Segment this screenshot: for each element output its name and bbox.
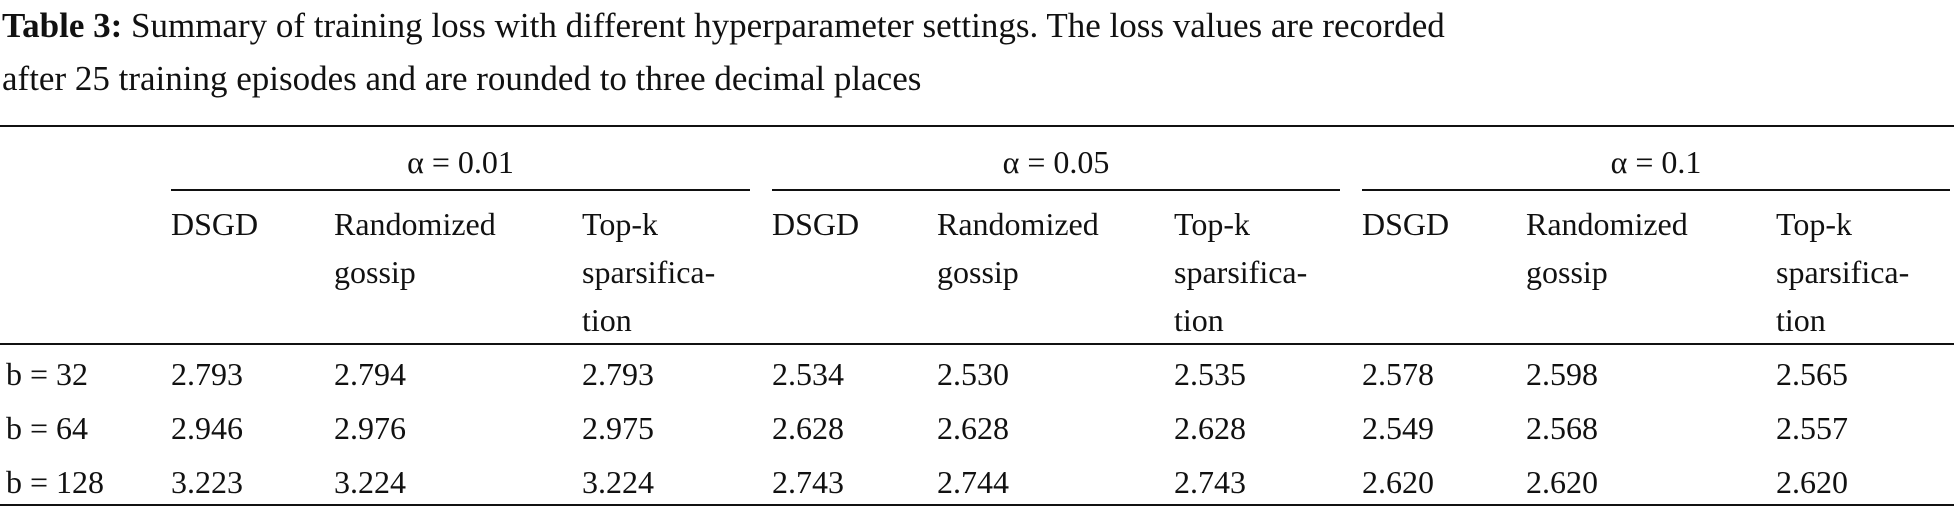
cell: 2.975 bbox=[582, 410, 654, 446]
column-header: gossip bbox=[334, 254, 416, 290]
column-header: tion bbox=[1776, 302, 1826, 338]
column-header: DSGD bbox=[1362, 206, 1450, 242]
cell: 2.534 bbox=[772, 356, 844, 392]
column-header: Randomized bbox=[334, 206, 496, 242]
mid-rule bbox=[0, 343, 1954, 345]
cell: 2.793 bbox=[582, 356, 654, 392]
cell: 2.565 bbox=[1776, 356, 1848, 392]
column-header: Randomized bbox=[937, 206, 1099, 242]
caption-label: Table 3: bbox=[2, 6, 123, 45]
cell: 2.793 bbox=[171, 356, 243, 392]
caption-line-2: after 25 training episodes and are round… bbox=[2, 59, 922, 98]
column-header: Randomized bbox=[1526, 206, 1688, 242]
column-header: tion bbox=[582, 302, 632, 338]
column-header: DSGD bbox=[772, 206, 860, 242]
cell: 2.946 bbox=[171, 410, 243, 446]
cell: 2.628 bbox=[1174, 410, 1246, 446]
group-header: α = 0.05 bbox=[1002, 144, 1110, 180]
cell: 3.223 bbox=[171, 464, 243, 500]
cell: 2.535 bbox=[1174, 356, 1246, 392]
cell: 2.976 bbox=[334, 410, 406, 446]
cell: 2.578 bbox=[1362, 356, 1434, 392]
cell: 2.620 bbox=[1362, 464, 1434, 500]
cell: 2.549 bbox=[1362, 410, 1434, 446]
row-label: b = 64 bbox=[6, 410, 89, 446]
group-underline bbox=[772, 189, 1340, 191]
column-header: gossip bbox=[937, 254, 1019, 290]
cell: 2.620 bbox=[1776, 464, 1848, 500]
cell: 2.530 bbox=[937, 356, 1009, 392]
column-header: sparsifica- bbox=[582, 254, 716, 290]
cell: 2.557 bbox=[1776, 410, 1848, 446]
column-header: tion bbox=[1174, 302, 1224, 338]
column-header: Top-k bbox=[1174, 206, 1250, 242]
column-header: DSGD bbox=[171, 206, 259, 242]
column-header: Top-k bbox=[1776, 206, 1852, 242]
cell: 2.743 bbox=[772, 464, 844, 500]
caption-line-1: Table 3: Summary of training loss with d… bbox=[2, 2, 1445, 50]
group-underline bbox=[1362, 189, 1950, 191]
group-underline bbox=[171, 189, 750, 191]
column-header: sparsifica- bbox=[1776, 254, 1910, 290]
row-label: b = 128 bbox=[6, 464, 105, 500]
bottom-rule bbox=[0, 504, 1954, 506]
column-header: gossip bbox=[1526, 254, 1608, 290]
cell: 3.224 bbox=[334, 464, 406, 500]
column-header: sparsifica- bbox=[1174, 254, 1308, 290]
cell: 2.628 bbox=[937, 410, 1009, 446]
cell: 2.598 bbox=[1526, 356, 1598, 392]
cell: 2.620 bbox=[1526, 464, 1598, 500]
row-label: b = 32 bbox=[6, 356, 89, 392]
top-rule bbox=[0, 125, 1954, 127]
group-header: α = 0.01 bbox=[407, 144, 514, 180]
group-header: α = 0.1 bbox=[1610, 144, 1702, 180]
cell: 3.224 bbox=[582, 464, 654, 500]
cell: 2.568 bbox=[1526, 410, 1598, 446]
cell: 2.628 bbox=[772, 410, 844, 446]
cell: 2.744 bbox=[937, 464, 1009, 500]
cell: 2.743 bbox=[1174, 464, 1246, 500]
column-header: Top-k bbox=[582, 206, 658, 242]
cell: 2.794 bbox=[334, 356, 406, 392]
caption-text: Summary of training loss with different … bbox=[131, 6, 1445, 45]
